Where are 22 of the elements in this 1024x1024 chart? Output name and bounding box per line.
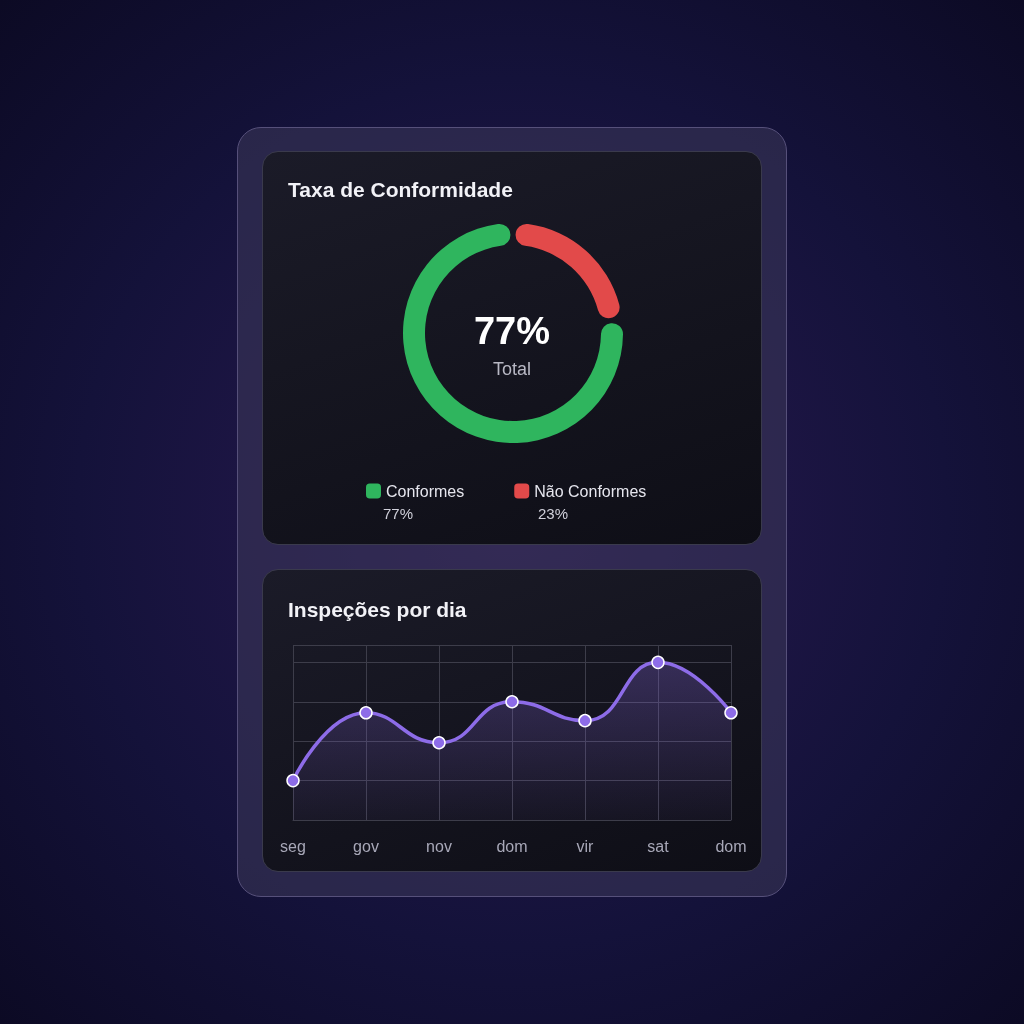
- point: [286, 773, 300, 788]
- x-tick-label: vir: [576, 837, 595, 855]
- x-tick-label: seg: [280, 837, 306, 855]
- x-tick-label: dom: [496, 837, 528, 855]
- data-label: 77%: [383, 505, 414, 522]
- chart-title: Taxa de Conformidade: [288, 178, 513, 201]
- point: [505, 695, 519, 709]
- point: [651, 655, 665, 670]
- x-tick-label: sat: [647, 837, 670, 855]
- data-label: 23%: [538, 505, 569, 522]
- legend-label: Não Conformes: [534, 482, 647, 500]
- text: 77%: [473, 310, 551, 352]
- legend-label: Conformes: [386, 482, 465, 500]
- point: [724, 706, 738, 720]
- x-tick-label: nov: [426, 837, 452, 855]
- point: [359, 706, 373, 720]
- point: [432, 736, 446, 750]
- chart-title: Inspeções por dia: [288, 598, 467, 621]
- x-tick-label: gov: [353, 837, 379, 855]
- x-tick-label: dom: [715, 837, 747, 855]
- text: Total: [492, 359, 532, 379]
- point: [578, 713, 592, 728]
